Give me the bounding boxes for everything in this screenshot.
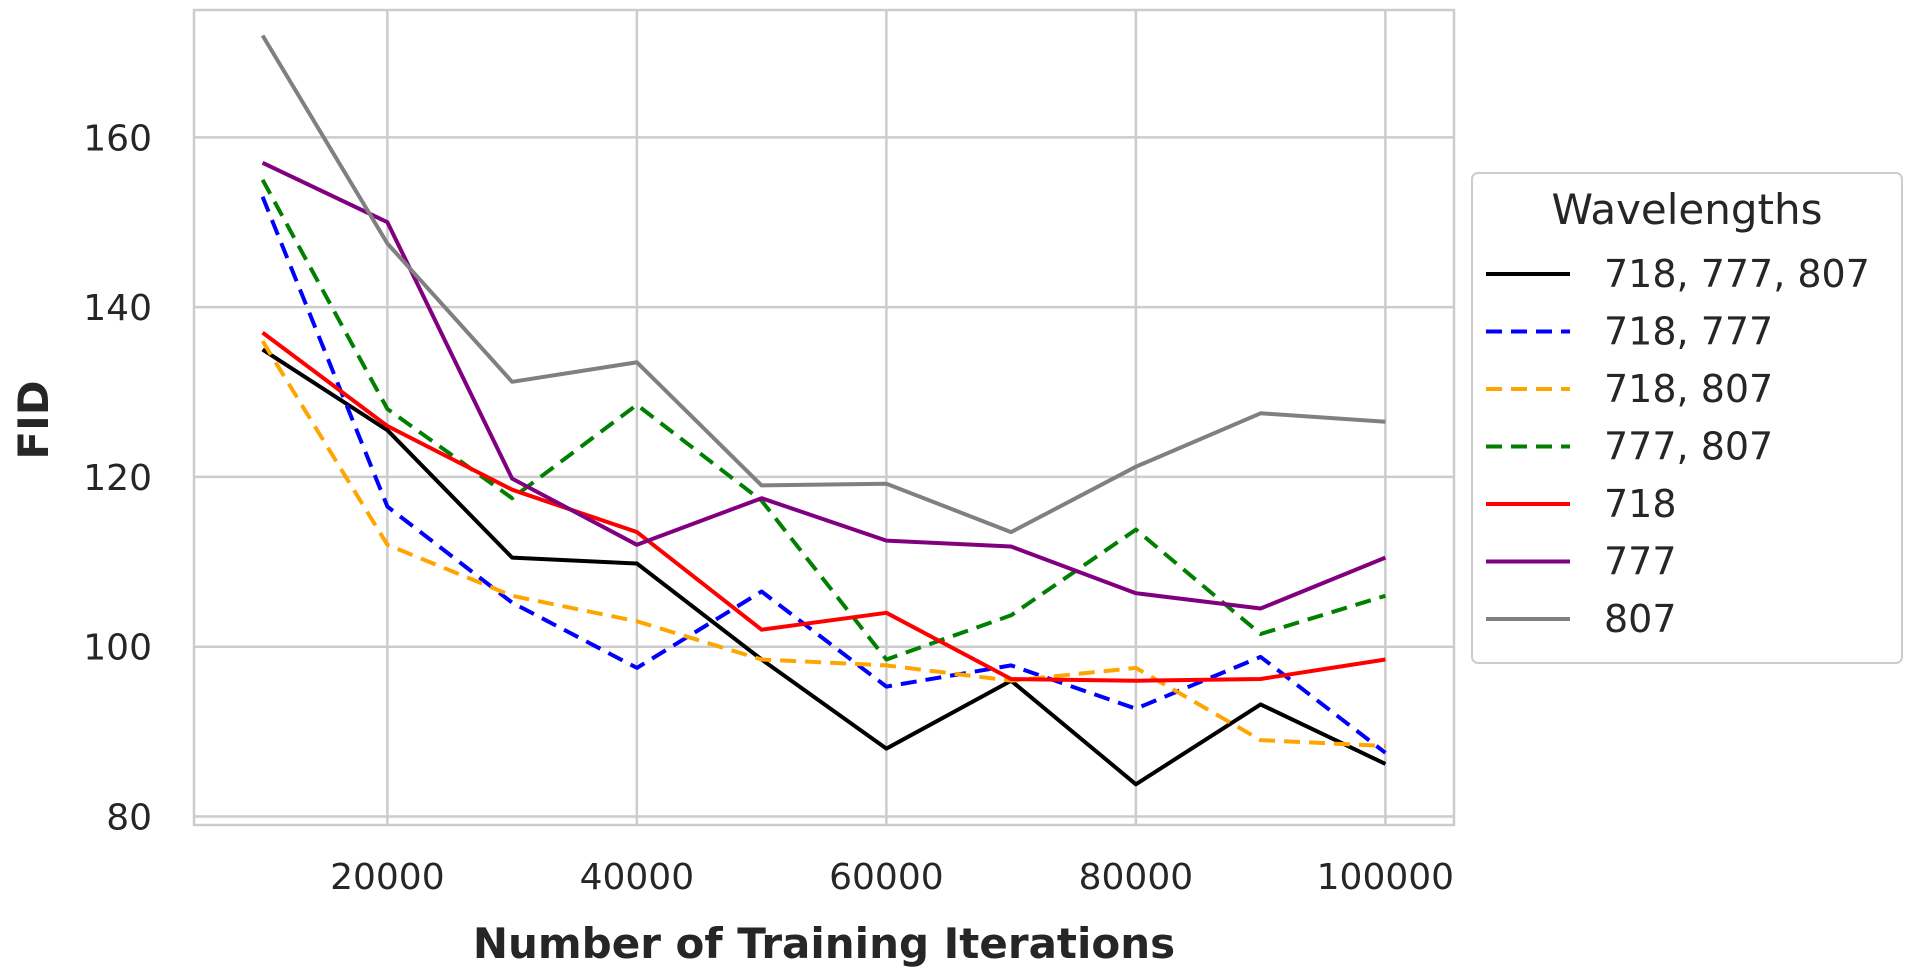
x-tick-label: 40000 <box>580 857 695 898</box>
y-tick-labels: 80 100 120 140 160 <box>83 118 152 838</box>
legend: Wavelengths 718, 777, 807 718, 777 718, 80… <box>1471 172 1903 664</box>
y-tick-label: 100 <box>83 628 152 669</box>
y-tick-label: 80 <box>106 798 152 839</box>
series-lines <box>260 34 1387 787</box>
series-line-2 <box>260 340 1386 748</box>
plot-area <box>192 8 1456 827</box>
series-line-5 <box>261 160 1387 611</box>
series-line-3 <box>260 178 1386 662</box>
legend-label: 718, 807 <box>1604 367 1773 411</box>
x-axis-label: Number of Training Iterations <box>473 919 1175 968</box>
x-tick-label: 80000 <box>1079 857 1194 898</box>
series-line-4 <box>261 330 1386 683</box>
legend-label: 718 <box>1604 482 1677 526</box>
x-tick-label: 100000 <box>1317 857 1454 898</box>
x-tick-label: 20000 <box>330 857 445 898</box>
legend-label: 718, 777, 807 <box>1604 252 1870 296</box>
legend-label: 777 <box>1604 540 1677 584</box>
series-line-0 <box>261 347 1387 787</box>
x-tick-labels: 20000 40000 60000 80000 100000 <box>330 857 1454 898</box>
legend-items: 718, 777, 807 718, 777 718, 807 777, 807 718… <box>1486 252 1870 641</box>
legend-label: 807 <box>1604 597 1677 641</box>
legend-label: 777, 807 <box>1604 425 1773 469</box>
y-tick-label: 120 <box>83 458 152 499</box>
legend-box <box>1471 172 1903 664</box>
grid <box>194 10 1454 825</box>
legend-title: Wavelengths <box>1551 185 1822 234</box>
y-tick-label: 140 <box>83 288 152 329</box>
series-line-6 <box>260 34 1386 535</box>
series-line-1 <box>260 196 1387 755</box>
legend-label: 718, 777 <box>1604 310 1773 354</box>
y-tick-label: 160 <box>83 118 152 159</box>
y-axis-label: FID <box>9 380 58 459</box>
x-tick-label: 60000 <box>829 857 944 898</box>
